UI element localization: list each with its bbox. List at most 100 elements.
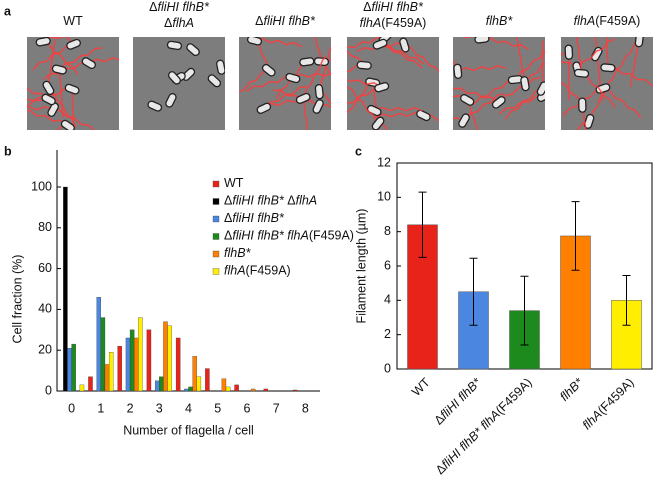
- legend-swatch: [212, 198, 220, 205]
- flagellum: [504, 87, 543, 120]
- x-tick-label: ΔfliHI flhB* flhA(F459A): [433, 376, 535, 478]
- cell: [372, 38, 388, 50]
- cell: [299, 57, 315, 67]
- bar: [154, 380, 160, 392]
- flagellum: [453, 116, 465, 122]
- flagellum: [576, 38, 616, 70]
- cell: [399, 37, 410, 53]
- y-tick-label: 2: [384, 327, 391, 341]
- error-bar: [418, 191, 427, 258]
- error-line: [571, 201, 580, 271]
- y-tick-label: 0: [45, 383, 52, 397]
- bar: [134, 337, 139, 392]
- bar: [234, 384, 239, 392]
- cell: [66, 38, 81, 50]
- cell: [60, 119, 75, 130]
- bar: [67, 348, 72, 392]
- flagellum: [375, 111, 424, 118]
- bar: [96, 297, 101, 392]
- y-tick-label: 12: [377, 155, 391, 169]
- flagellum: [561, 59, 578, 70]
- cell: [216, 59, 225, 75]
- bar: [225, 386, 231, 392]
- cell: [147, 100, 163, 112]
- bar: [79, 384, 85, 392]
- micrograph: [453, 37, 545, 130]
- bar: [88, 376, 93, 392]
- cell: [312, 99, 324, 114]
- cells: [561, 37, 653, 130]
- flagellum: [302, 98, 309, 130]
- y-tick-label: 10: [377, 190, 391, 204]
- micrograph: [347, 37, 439, 130]
- bar: [117, 345, 122, 392]
- error-line: [469, 257, 478, 326]
- bar: [108, 352, 114, 392]
- cell: [520, 76, 530, 92]
- bar: [188, 386, 193, 392]
- flagellum: [58, 47, 103, 71]
- flagellum: [302, 55, 327, 99]
- flagellum: [594, 37, 598, 55]
- flagellum: [498, 76, 541, 103]
- bar: [196, 376, 202, 392]
- error-bar: [622, 274, 631, 326]
- flagellum: [318, 90, 331, 105]
- image-label: flhA(F459A): [574, 14, 641, 28]
- flagellum: [347, 37, 386, 49]
- cell: [165, 93, 177, 108]
- x-tick-label: 8: [302, 401, 309, 415]
- y-tick-label: 40: [38, 302, 52, 316]
- flagellum: [27, 109, 69, 127]
- flagellum: [56, 125, 68, 130]
- cells: [27, 37, 119, 130]
- bar: [63, 186, 68, 392]
- bar: [292, 389, 298, 392]
- bar: [184, 388, 189, 392]
- cell: [491, 96, 506, 109]
- flagellum: [58, 69, 64, 118]
- cells: [347, 37, 439, 130]
- flagellum: [453, 60, 459, 72]
- cell: [64, 83, 80, 95]
- micrograph: [561, 37, 653, 130]
- flagellum: [605, 37, 609, 68]
- bar: [263, 388, 269, 392]
- panel-label: b: [4, 144, 12, 158]
- flagellum: [515, 37, 526, 84]
- cell: [41, 93, 56, 106]
- legend-label: ΔfliHI flhB*: [224, 211, 285, 225]
- x-tick-label: 5: [214, 401, 221, 415]
- error-line: [520, 275, 529, 346]
- y-tick-label: 60: [38, 261, 52, 275]
- micrograph-bg: [239, 37, 331, 130]
- cells: [453, 37, 545, 130]
- legend-swatch: [212, 215, 220, 223]
- bar: [138, 317, 143, 392]
- flagellum: [423, 114, 439, 122]
- bar: [104, 364, 110, 392]
- flagellum: [373, 106, 423, 112]
- legend-label: flhB*: [224, 246, 252, 260]
- legend-swatch: [212, 233, 220, 240]
- bar: [175, 337, 181, 392]
- cell: [474, 37, 490, 44]
- error-bar: [469, 257, 478, 326]
- error-bar: [571, 201, 580, 271]
- x-axis-label: Number of flagella / cell: [123, 423, 254, 437]
- flagellum: [347, 86, 379, 124]
- flagellum: [27, 105, 54, 111]
- x-tick-label: flhA(F459A): [580, 376, 637, 433]
- x-tick-label: 6: [243, 401, 250, 415]
- panel-label: c: [355, 144, 362, 158]
- bar: [205, 368, 210, 392]
- cell: [416, 109, 431, 122]
- bar: [163, 321, 168, 392]
- cell: [314, 84, 324, 100]
- flagellum: [524, 62, 545, 85]
- cell: [81, 57, 96, 70]
- cell: [166, 40, 183, 51]
- y-tick-label: 0: [384, 361, 391, 375]
- cell: [47, 102, 59, 117]
- y-axis-label: Filament length (µm): [354, 209, 368, 324]
